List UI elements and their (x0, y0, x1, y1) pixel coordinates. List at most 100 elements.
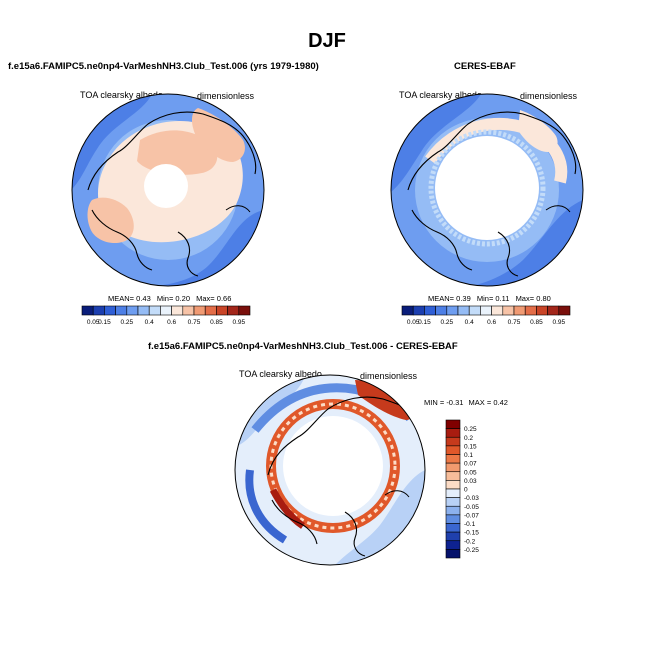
colorbar-swatch (401, 305, 414, 316)
colorbar-tick-label: -0.2 (464, 538, 476, 545)
colorbar-swatch (104, 305, 116, 316)
map-model-coastline (91, 209, 153, 271)
colorbar-swatch (445, 428, 461, 438)
panel-model-variable: TOA clearsky albedo (80, 90, 163, 100)
map-obs-coastline (545, 205, 571, 213)
map-diff-coastline (384, 490, 410, 498)
min-value: 0.20 (175, 294, 191, 303)
colorbar-swatch (445, 419, 461, 429)
panel-diff-variable: TOA clearsky albedo (239, 369, 322, 379)
colorbar-tick-label: 0.85 (530, 319, 543, 326)
colorbar-tick-label: 0.05 (464, 469, 477, 476)
colorbar-tick-label: 0.15 (464, 443, 477, 450)
max-label: MAX = (468, 398, 492, 407)
colorbar-swatch (424, 305, 436, 316)
colorbar-swatch (445, 445, 461, 455)
colorbar-tick-label: -0.05 (464, 504, 479, 511)
colorbar-tick-label: -0.03 (464, 495, 479, 502)
colorbar-swatch (137, 305, 150, 316)
colorbar-tick-label: 0.4 (145, 319, 154, 326)
colorbar-swatch (502, 305, 515, 316)
min-value: 0.11 (495, 294, 510, 303)
colorbar-swatch (445, 471, 461, 481)
colorbar-tick-label: 0.75 (188, 319, 201, 326)
map-diff-missing-pole (283, 416, 383, 516)
colorbar-tick-label: 0.85 (210, 319, 223, 326)
colorbar-swatch (216, 305, 228, 316)
mean-label: MEAN= (108, 294, 135, 303)
colorbar-tick-label: 0.2 (464, 435, 473, 442)
min-label: MIN = (424, 398, 445, 407)
map-model-coastline (225, 205, 251, 213)
map-model-coastline (177, 231, 199, 277)
colorbar-swatch (238, 305, 251, 316)
panel-obs-units: dimensionless (520, 91, 578, 101)
colorbar-swatch (445, 454, 461, 464)
colorbar-tick-label: 0.95 (552, 319, 565, 326)
max-value: 0.80 (536, 294, 551, 303)
map-diff-coastline (267, 396, 424, 476)
colorbar-swatch (126, 305, 139, 316)
colorbar-tick-label: 0.03 (464, 478, 477, 485)
colorbar-tick-label: 0.15 (418, 319, 431, 326)
map-diff-border (234, 374, 426, 566)
panel-model-units: dimensionless (197, 91, 255, 101)
colorbar-tick-label: -0.15 (464, 530, 479, 537)
panel-diff-title: f.e15a6.FAMIPC5.ne0np4-VarMeshNH3.Club_T… (148, 341, 458, 352)
map-obs-missing-pole (435, 136, 539, 240)
map-obs-coastline (407, 111, 577, 191)
colorbar-swatch (182, 305, 195, 316)
panel-diff-stats: MIN = -0.31 MAX = 0.42 (424, 398, 508, 407)
map-model-greenland (87, 197, 134, 244)
map-obs-border (390, 93, 584, 287)
colorbar-tick-label: 0.6 (487, 319, 496, 326)
panel-obs-variable: TOA clearsky albedo (399, 90, 482, 100)
panel-model-stats: MEAN= 0.43 Min= 0.20 Max= 0.66 (108, 294, 231, 303)
mean-label: MEAN= (428, 294, 455, 303)
map-diff-coastline (344, 511, 366, 557)
map-diff-positive (355, 380, 414, 420)
mean-value: 0.43 (136, 294, 151, 303)
colorbar-tick-label: -0.1 (464, 521, 476, 528)
colorbar-swatch (193, 305, 206, 316)
max-value: 0.42 (493, 398, 508, 407)
colorbar-swatch (445, 480, 461, 490)
colorbar-swatch (445, 514, 461, 524)
colorbar-obs: 0.050.15 0.25 0.4 0.6 0.75 0.85 0.95 (401, 305, 571, 326)
map-obs-coastline (411, 209, 473, 271)
colorbar-tick-label: 0.6 (167, 319, 176, 326)
map-model-coastline (87, 111, 257, 191)
colorbar-model: 0.050.15 0.25 0.4 0.6 0.75 0.85 0.95 (81, 305, 251, 326)
colorbar-swatch (445, 531, 461, 542)
colorbar-swatch (445, 436, 461, 447)
colorbar-tick-label: 0.25 (120, 319, 133, 326)
colorbar-swatch (204, 305, 217, 316)
map-model-missing-pole (144, 164, 188, 208)
map-obs-coastline (497, 231, 519, 277)
colorbar-tick-label: 0.25 (440, 319, 453, 326)
colorbar-swatch (160, 305, 172, 316)
max-label: Max= (515, 294, 535, 303)
colorbar-swatch (547, 305, 560, 316)
map-diff (234, 374, 426, 566)
mean-value: 0.39 (456, 294, 471, 303)
colorbar-tick-label: 0.15 (98, 319, 111, 326)
colorbar-tick-label: 0.95 (232, 319, 245, 326)
colorbar-swatch (536, 305, 548, 316)
panel-model-title: f.e15a6.FAMIPC5.ne0np4-VarMeshNH3.Club_T… (8, 61, 319, 72)
colorbar-swatch (445, 523, 461, 533)
colorbar-tick-label: 0.75 (508, 319, 521, 326)
map-model-land (191, 108, 245, 162)
max-value: 0.66 (216, 294, 232, 303)
colorbar-swatch (81, 305, 94, 316)
colorbar-swatch (457, 305, 470, 316)
colorbar-swatch (558, 305, 571, 316)
colorbar-swatch (446, 305, 459, 316)
colorbar-swatch (148, 305, 161, 316)
colorbar-swatch (435, 305, 448, 316)
colorbar-swatch (445, 505, 461, 516)
colorbar-tick-label: -0.07 (464, 512, 479, 519)
panel-obs-stats: MEAN= 0.39 Min= 0.11 Max= 0.80 (428, 294, 551, 303)
map-diff-coastline (271, 499, 318, 545)
